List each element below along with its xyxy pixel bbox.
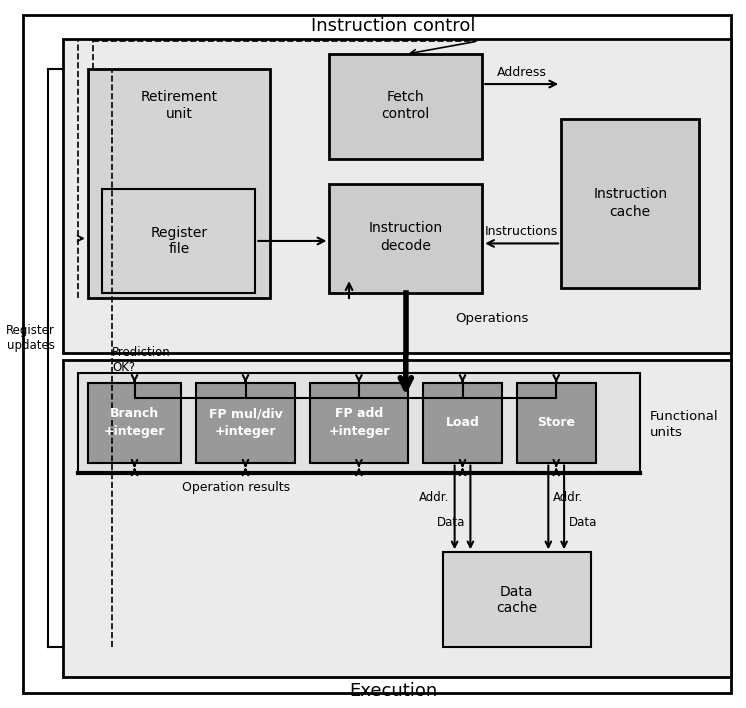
Text: Instruction: Instruction (369, 222, 443, 236)
Text: Branch: Branch (110, 407, 159, 421)
Text: cache: cache (496, 600, 537, 615)
Bar (78, 373, 640, 472)
Bar (196, 383, 295, 462)
Text: FP mul/div: FP mul/div (209, 407, 283, 421)
Text: Data: Data (437, 516, 466, 529)
Text: Execution: Execution (349, 682, 438, 700)
Text: Data: Data (569, 516, 598, 529)
Text: decode: decode (380, 239, 431, 253)
Text: unit: unit (166, 107, 192, 121)
Bar (310, 383, 408, 462)
Text: Operation results: Operation results (181, 481, 289, 494)
Bar (88, 69, 270, 298)
Text: FP add: FP add (335, 407, 383, 421)
Text: Retirement: Retirement (140, 90, 218, 104)
Text: Store: Store (537, 416, 575, 429)
Bar (63, 39, 731, 353)
Text: Instruction control: Instruction control (311, 17, 476, 35)
Text: Register: Register (151, 226, 207, 240)
Text: file: file (169, 242, 189, 256)
Text: Addr.: Addr. (554, 491, 583, 504)
Bar (443, 552, 591, 647)
Bar (423, 383, 502, 462)
Text: units: units (650, 426, 683, 439)
Text: +integer: +integer (104, 426, 166, 438)
Bar (517, 383, 595, 462)
Text: Functional: Functional (650, 410, 718, 423)
Text: cache: cache (609, 205, 651, 219)
Text: Instruction: Instruction (593, 187, 667, 200)
Bar (102, 188, 255, 293)
Bar (561, 119, 699, 288)
Text: control: control (382, 108, 430, 122)
Text: Prediction
OK?: Prediction OK? (113, 346, 171, 374)
Text: Operations: Operations (455, 312, 528, 325)
Text: Instructions: Instructions (485, 225, 558, 238)
Text: Addr.: Addr. (419, 491, 450, 504)
Text: Load: Load (445, 416, 480, 429)
Text: Fetch: Fetch (387, 89, 424, 103)
Text: +integer: +integer (215, 426, 276, 438)
Text: +integer: +integer (328, 426, 389, 438)
Text: Register
updates: Register updates (6, 324, 55, 352)
Bar (63, 360, 731, 677)
Bar (329, 55, 482, 159)
Bar (329, 183, 482, 293)
Text: Address: Address (497, 66, 547, 79)
Text: Data: Data (500, 585, 533, 598)
Bar (88, 383, 181, 462)
